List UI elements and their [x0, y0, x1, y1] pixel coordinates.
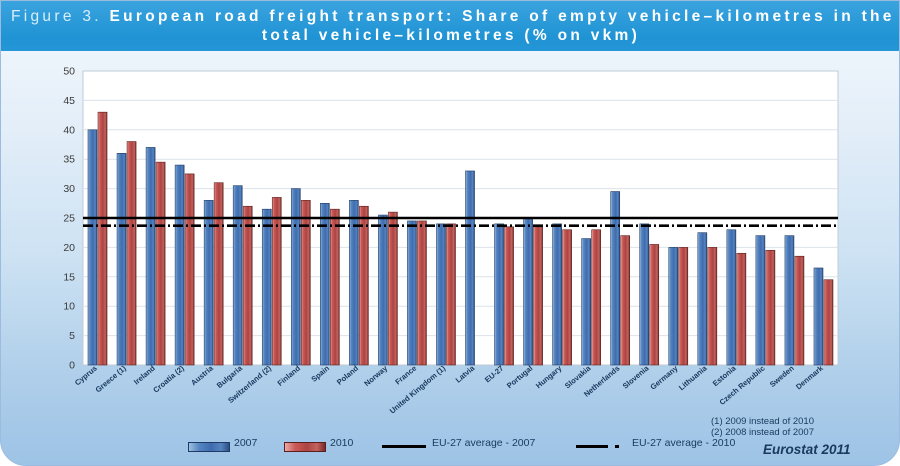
svg-text:Portugal: Portugal [505, 364, 534, 391]
svg-text:Sweden: Sweden [768, 363, 796, 389]
svg-text:Slovenia: Slovenia [621, 363, 651, 390]
svg-text:Austria: Austria [189, 363, 215, 387]
svg-text:EU-27: EU-27 [483, 364, 505, 385]
svg-text:50: 50 [63, 66, 75, 78]
svg-text:Estonia: Estonia [711, 363, 738, 388]
svg-text:Latvia: Latvia [454, 363, 477, 385]
svg-text:Poland: Poland [335, 363, 360, 386]
svg-text:20: 20 [63, 242, 75, 254]
svg-text:Cyprus: Cyprus [73, 364, 99, 388]
svg-text:Ireland: Ireland [132, 363, 157, 386]
svg-text:United Kingdom (1): United Kingdom (1) [388, 363, 448, 415]
svg-text:Greece (1): Greece (1) [94, 363, 129, 394]
svg-text:Lithuania: Lithuania [677, 363, 709, 392]
svg-text:45: 45 [63, 95, 75, 107]
svg-text:Croatia (2): Croatia (2) [151, 363, 186, 394]
svg-text:30: 30 [63, 183, 75, 195]
svg-text:Norway: Norway [362, 363, 389, 388]
svg-text:Hungary: Hungary [534, 363, 564, 390]
svg-text:Denmark: Denmark [794, 363, 825, 391]
svg-text:40: 40 [63, 124, 75, 136]
svg-text:France: France [393, 364, 418, 387]
svg-text:10: 10 [63, 301, 75, 313]
svg-text:0: 0 [69, 360, 75, 372]
svg-text:15: 15 [63, 271, 75, 283]
svg-text:Finland: Finland [276, 363, 303, 387]
svg-text:Spain: Spain [309, 363, 331, 383]
svg-text:Germany: Germany [649, 363, 681, 392]
svg-text:35: 35 [63, 154, 75, 166]
svg-text:25: 25 [63, 213, 75, 225]
svg-text:5: 5 [69, 330, 75, 342]
